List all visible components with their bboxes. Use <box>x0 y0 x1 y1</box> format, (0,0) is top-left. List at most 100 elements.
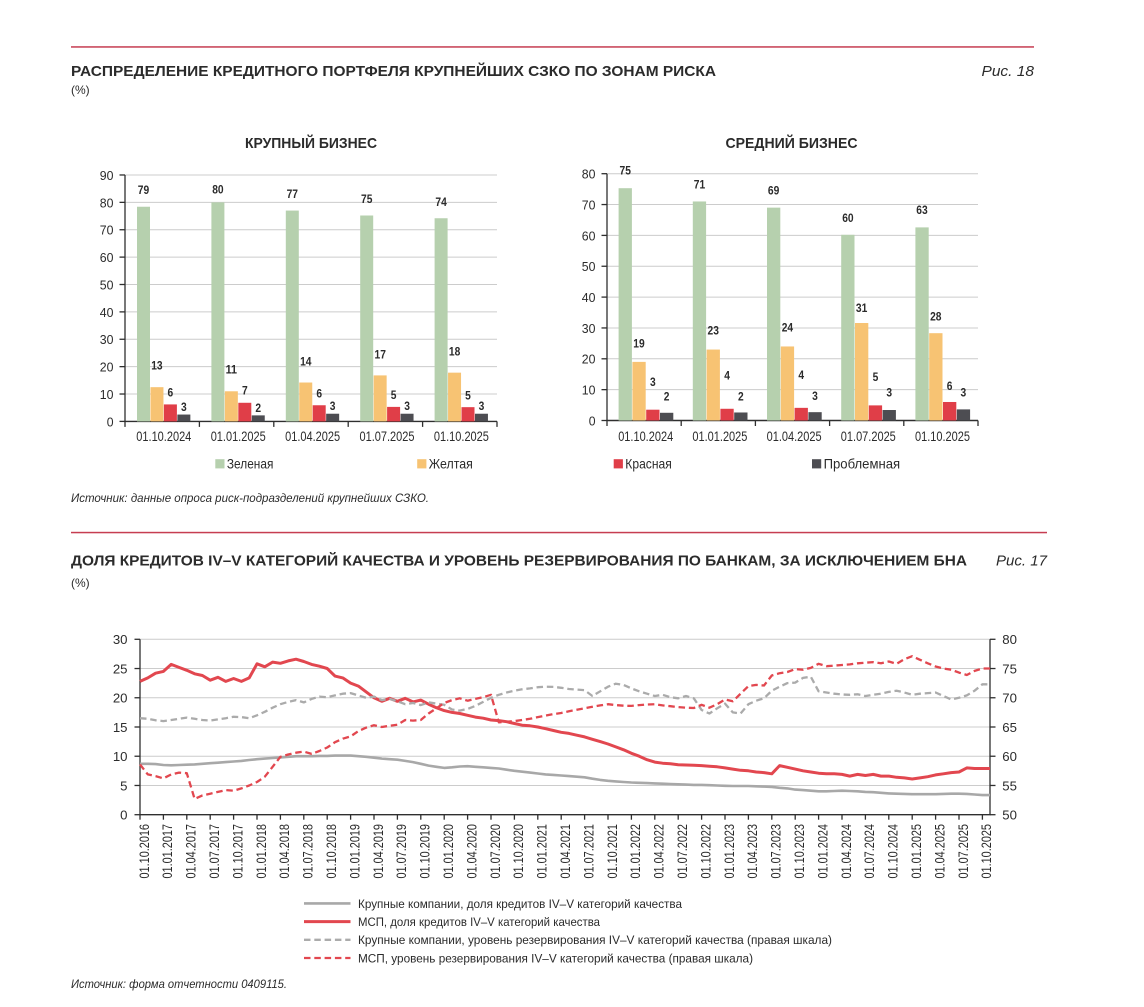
svg-text:70: 70 <box>1002 691 1017 706</box>
svg-text:30: 30 <box>100 332 114 347</box>
svg-text:17: 17 <box>375 348 387 362</box>
svg-text:80: 80 <box>582 167 596 182</box>
svg-text:01.04.2022: 01.04.2022 <box>652 824 667 879</box>
svg-text:60: 60 <box>582 228 596 243</box>
svg-text:01.07.2018: 01.07.2018 <box>301 824 316 879</box>
svg-text:01.10.2024: 01.10.2024 <box>136 428 191 444</box>
svg-text:60: 60 <box>100 250 114 265</box>
svg-text:КРУПНЫЙ БИЗНЕС: КРУПНЫЙ БИЗНЕС <box>245 134 377 152</box>
svg-text:0: 0 <box>589 413 596 428</box>
svg-text:Рис. 17: Рис. 17 <box>996 553 1048 570</box>
svg-text:01.07.2024: 01.07.2024 <box>862 824 877 879</box>
svg-text:0: 0 <box>120 808 127 823</box>
svg-text:14: 14 <box>300 355 312 369</box>
svg-text:01.10.2025: 01.10.2025 <box>434 428 489 444</box>
svg-text:01.04.2020: 01.04.2020 <box>464 824 479 879</box>
svg-text:Источник: данные опроса риск-п: Источник: данные опроса риск-подразделен… <box>71 491 429 505</box>
svg-text:01.01.2017: 01.01.2017 <box>160 824 175 879</box>
svg-text:80: 80 <box>1002 632 1017 647</box>
svg-text:01.01.2018: 01.01.2018 <box>254 824 269 879</box>
svg-text:7: 7 <box>242 384 248 398</box>
svg-text:Крупные компании, доля кредито: Крупные компании, доля кредитов IV–V кат… <box>358 897 682 911</box>
svg-text:РАСПРЕДЕЛЕНИЕ КРЕДИТНОГО ПОРТФ: РАСПРЕДЕЛЕНИЕ КРЕДИТНОГО ПОРТФЕЛЯ КРУПНЕ… <box>71 62 716 80</box>
svg-text:3: 3 <box>886 386 892 400</box>
svg-text:70: 70 <box>582 198 596 213</box>
svg-text:30: 30 <box>113 632 128 647</box>
svg-text:01.07.2019: 01.07.2019 <box>394 824 409 879</box>
svg-text:3: 3 <box>650 375 656 389</box>
svg-text:01.04.2017: 01.04.2017 <box>184 824 199 879</box>
svg-text:50: 50 <box>100 277 114 292</box>
svg-text:01.01.2025: 01.01.2025 <box>909 824 924 879</box>
svg-text:Желтая: Желтая <box>429 456 473 472</box>
svg-text:01.04.2025: 01.04.2025 <box>932 824 947 879</box>
svg-text:01.01.2024: 01.01.2024 <box>815 824 830 879</box>
svg-text:65: 65 <box>1002 720 1017 735</box>
svg-text:01.10.2024: 01.10.2024 <box>618 428 673 444</box>
svg-text:5: 5 <box>873 370 879 384</box>
svg-text:01.10.2016: 01.10.2016 <box>137 824 152 879</box>
svg-text:01.10.2020: 01.10.2020 <box>511 824 526 879</box>
svg-text:50: 50 <box>1002 808 1017 823</box>
svg-text:40: 40 <box>100 305 114 320</box>
svg-text:63: 63 <box>916 203 928 217</box>
svg-text:75: 75 <box>620 163 632 177</box>
svg-text:55: 55 <box>1002 778 1017 793</box>
svg-text:5: 5 <box>120 778 127 793</box>
svg-text:75: 75 <box>1002 661 1017 676</box>
svg-text:2: 2 <box>255 401 261 415</box>
svg-text:77: 77 <box>287 187 299 201</box>
svg-text:13: 13 <box>151 359 163 373</box>
svg-text:01.10.2017: 01.10.2017 <box>230 824 245 879</box>
svg-text:01.07.2021: 01.07.2021 <box>581 824 596 879</box>
svg-text:10: 10 <box>113 749 128 764</box>
svg-text:31: 31 <box>856 301 868 315</box>
svg-text:3: 3 <box>330 399 336 413</box>
svg-text:74: 74 <box>435 195 447 209</box>
svg-text:20: 20 <box>100 360 114 375</box>
svg-text:01.07.2023: 01.07.2023 <box>769 824 784 879</box>
svg-text:ДОЛЯ КРЕДИТОВ IV–V КАТЕГОРИЙ К: ДОЛЯ КРЕДИТОВ IV–V КАТЕГОРИЙ КАЧЕСТВА И … <box>71 552 967 570</box>
svg-text:01.01.2021: 01.01.2021 <box>535 824 550 879</box>
svg-text:СРЕДНИЙ БИЗНЕС: СРЕДНИЙ БИЗНЕС <box>726 134 858 152</box>
svg-text:Рис. 18: Рис. 18 <box>982 63 1035 80</box>
svg-text:01.04.2019: 01.04.2019 <box>371 824 386 879</box>
svg-text:01.01.2020: 01.01.2020 <box>441 824 456 879</box>
svg-text:4: 4 <box>798 368 804 382</box>
svg-text:3: 3 <box>404 399 410 413</box>
svg-text:01.01.2022: 01.01.2022 <box>628 824 643 879</box>
svg-text:25: 25 <box>113 661 128 676</box>
svg-text:01.01.2023: 01.01.2023 <box>722 824 737 879</box>
svg-text:80: 80 <box>100 195 114 210</box>
svg-text:01.10.2025: 01.10.2025 <box>979 824 994 879</box>
svg-text:3: 3 <box>479 399 485 413</box>
svg-text:Зеленая: Зеленая <box>227 456 274 472</box>
svg-text:6: 6 <box>168 386 174 400</box>
svg-text:(%): (%) <box>71 83 90 97</box>
svg-text:01.07.2020: 01.07.2020 <box>488 824 503 879</box>
svg-text:3: 3 <box>812 389 818 403</box>
svg-text:Проблемная: Проблемная <box>824 456 901 472</box>
svg-text:01.04.2018: 01.04.2018 <box>277 824 292 879</box>
svg-text:2: 2 <box>664 390 670 404</box>
svg-text:01.07.2025: 01.07.2025 <box>841 428 896 444</box>
svg-text:23: 23 <box>708 324 720 338</box>
svg-text:01.07.2017: 01.07.2017 <box>207 824 222 879</box>
svg-text:71: 71 <box>694 177 706 191</box>
svg-text:Красная: Красная <box>625 456 672 472</box>
svg-text:01.10.2025: 01.10.2025 <box>915 428 970 444</box>
svg-text:МСП, уровень резервирования IV: МСП, уровень резервирования IV–V категор… <box>358 951 753 965</box>
svg-text:50: 50 <box>582 259 596 274</box>
svg-text:5: 5 <box>465 389 471 403</box>
svg-text:01.10.2018: 01.10.2018 <box>324 824 339 879</box>
svg-text:6: 6 <box>947 379 953 393</box>
svg-text:01.10.2022: 01.10.2022 <box>698 824 713 879</box>
svg-text:01.04.2025: 01.04.2025 <box>285 428 340 444</box>
svg-text:30: 30 <box>582 321 596 336</box>
svg-text:3: 3 <box>961 386 967 400</box>
svg-text:15: 15 <box>113 720 128 735</box>
svg-text:10: 10 <box>100 387 114 402</box>
svg-text:01.01.2025: 01.01.2025 <box>692 428 747 444</box>
svg-text:0: 0 <box>107 414 114 429</box>
svg-text:90: 90 <box>100 168 114 183</box>
